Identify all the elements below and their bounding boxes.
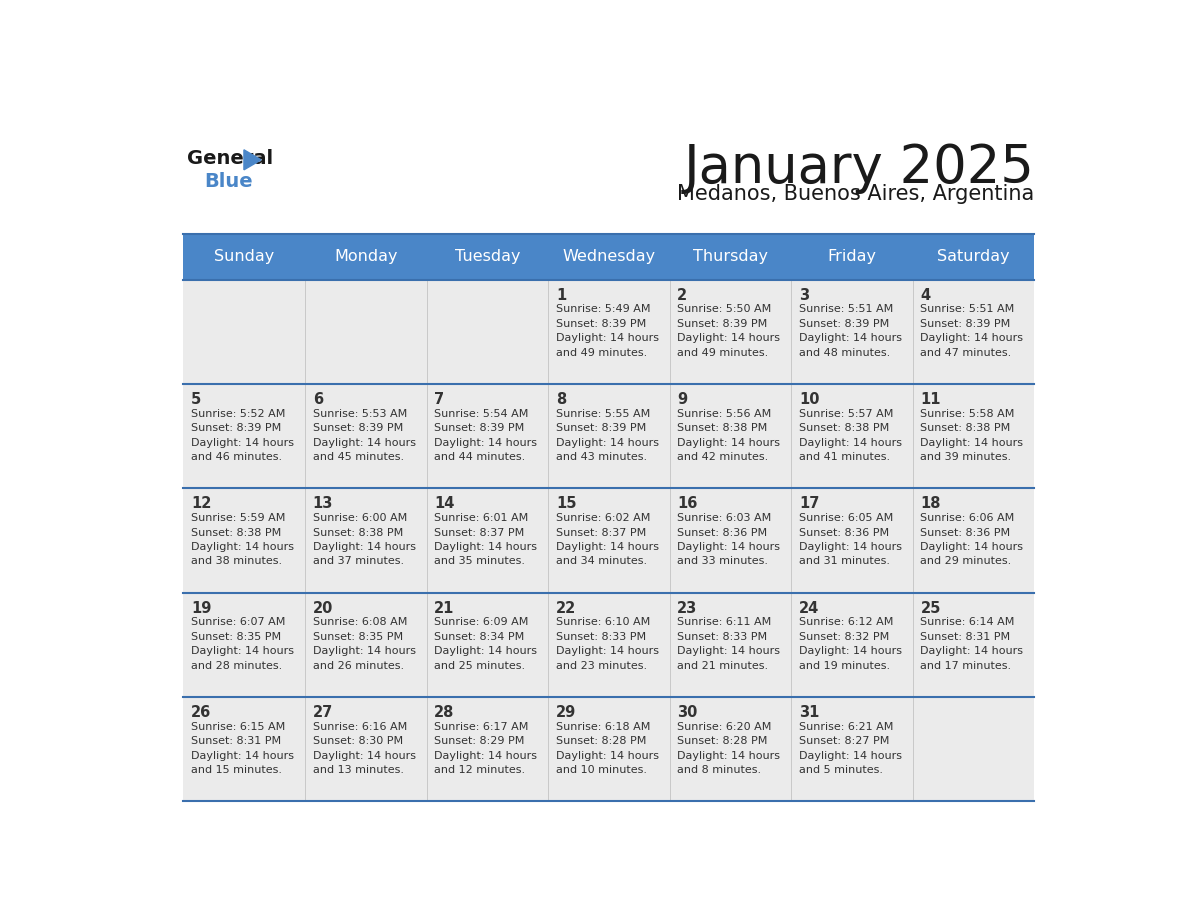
Text: General: General <box>188 149 273 168</box>
Text: 29: 29 <box>556 705 576 720</box>
Text: Sunrise: 5:50 AM
Sunset: 8:39 PM
Daylight: 14 hours
and 49 minutes.: Sunrise: 5:50 AM Sunset: 8:39 PM Dayligh… <box>677 305 781 358</box>
Text: 10: 10 <box>798 392 820 407</box>
Text: Sunrise: 6:14 AM
Sunset: 8:31 PM
Daylight: 14 hours
and 17 minutes.: Sunrise: 6:14 AM Sunset: 8:31 PM Dayligh… <box>921 618 1023 671</box>
Text: 3: 3 <box>798 287 809 303</box>
Text: Blue: Blue <box>204 173 253 191</box>
Text: Medanos, Buenos Aires, Argentina: Medanos, Buenos Aires, Argentina <box>677 185 1035 205</box>
Text: Sunday: Sunday <box>214 250 274 264</box>
Text: Thursday: Thursday <box>693 250 767 264</box>
Text: 6: 6 <box>312 392 323 407</box>
Text: 24: 24 <box>798 600 820 615</box>
Text: Sunrise: 5:56 AM
Sunset: 8:38 PM
Daylight: 14 hours
and 42 minutes.: Sunrise: 5:56 AM Sunset: 8:38 PM Dayligh… <box>677 409 781 462</box>
Text: Sunrise: 5:54 AM
Sunset: 8:39 PM
Daylight: 14 hours
and 44 minutes.: Sunrise: 5:54 AM Sunset: 8:39 PM Dayligh… <box>435 409 537 462</box>
Text: 5: 5 <box>191 392 202 407</box>
Text: 26: 26 <box>191 705 211 720</box>
Bar <box>183 384 1035 488</box>
Text: Monday: Monday <box>334 250 398 264</box>
Text: Wednesday: Wednesday <box>562 250 656 264</box>
Text: Sunrise: 6:01 AM
Sunset: 8:37 PM
Daylight: 14 hours
and 35 minutes.: Sunrise: 6:01 AM Sunset: 8:37 PM Dayligh… <box>435 513 537 566</box>
Text: Sunrise: 6:15 AM
Sunset: 8:31 PM
Daylight: 14 hours
and 15 minutes.: Sunrise: 6:15 AM Sunset: 8:31 PM Dayligh… <box>191 722 295 775</box>
Text: Sunrise: 6:16 AM
Sunset: 8:30 PM
Daylight: 14 hours
and 13 minutes.: Sunrise: 6:16 AM Sunset: 8:30 PM Dayligh… <box>312 722 416 775</box>
Text: 19: 19 <box>191 600 211 615</box>
Text: January 2025: January 2025 <box>683 142 1035 194</box>
Text: Sunrise: 6:07 AM
Sunset: 8:35 PM
Daylight: 14 hours
and 28 minutes.: Sunrise: 6:07 AM Sunset: 8:35 PM Dayligh… <box>191 618 295 671</box>
Text: 17: 17 <box>798 496 820 511</box>
Bar <box>183 280 1035 384</box>
Text: 11: 11 <box>921 392 941 407</box>
Bar <box>183 697 1035 801</box>
Text: Sunrise: 5:49 AM
Sunset: 8:39 PM
Daylight: 14 hours
and 49 minutes.: Sunrise: 5:49 AM Sunset: 8:39 PM Dayligh… <box>556 305 659 358</box>
Text: 22: 22 <box>556 600 576 615</box>
Text: 30: 30 <box>677 705 697 720</box>
Text: 16: 16 <box>677 496 697 511</box>
Text: Sunrise: 6:10 AM
Sunset: 8:33 PM
Daylight: 14 hours
and 23 minutes.: Sunrise: 6:10 AM Sunset: 8:33 PM Dayligh… <box>556 618 659 671</box>
Text: Sunrise: 5:51 AM
Sunset: 8:39 PM
Daylight: 14 hours
and 47 minutes.: Sunrise: 5:51 AM Sunset: 8:39 PM Dayligh… <box>921 305 1023 358</box>
Text: Sunrise: 6:17 AM
Sunset: 8:29 PM
Daylight: 14 hours
and 12 minutes.: Sunrise: 6:17 AM Sunset: 8:29 PM Dayligh… <box>435 722 537 775</box>
Text: 9: 9 <box>677 392 688 407</box>
Bar <box>183 593 1035 697</box>
Text: 27: 27 <box>312 705 333 720</box>
Text: Sunrise: 6:18 AM
Sunset: 8:28 PM
Daylight: 14 hours
and 10 minutes.: Sunrise: 6:18 AM Sunset: 8:28 PM Dayligh… <box>556 722 659 775</box>
Text: 31: 31 <box>798 705 820 720</box>
Text: Saturday: Saturday <box>937 250 1010 264</box>
Text: 28: 28 <box>435 705 455 720</box>
Text: 15: 15 <box>556 496 576 511</box>
Text: Sunrise: 5:59 AM
Sunset: 8:38 PM
Daylight: 14 hours
and 38 minutes.: Sunrise: 5:59 AM Sunset: 8:38 PM Dayligh… <box>191 513 295 566</box>
Text: Tuesday: Tuesday <box>455 250 520 264</box>
Bar <box>183 488 1035 593</box>
Text: 2: 2 <box>677 287 688 303</box>
Text: 13: 13 <box>312 496 333 511</box>
Text: 4: 4 <box>921 287 930 303</box>
Bar <box>183 234 1035 280</box>
Text: 14: 14 <box>435 496 455 511</box>
Text: Sunrise: 6:02 AM
Sunset: 8:37 PM
Daylight: 14 hours
and 34 minutes.: Sunrise: 6:02 AM Sunset: 8:37 PM Dayligh… <box>556 513 659 566</box>
Text: Sunrise: 6:03 AM
Sunset: 8:36 PM
Daylight: 14 hours
and 33 minutes.: Sunrise: 6:03 AM Sunset: 8:36 PM Dayligh… <box>677 513 781 566</box>
Text: Sunrise: 6:11 AM
Sunset: 8:33 PM
Daylight: 14 hours
and 21 minutes.: Sunrise: 6:11 AM Sunset: 8:33 PM Dayligh… <box>677 618 781 671</box>
Text: Sunrise: 5:52 AM
Sunset: 8:39 PM
Daylight: 14 hours
and 46 minutes.: Sunrise: 5:52 AM Sunset: 8:39 PM Dayligh… <box>191 409 295 462</box>
Text: Sunrise: 6:05 AM
Sunset: 8:36 PM
Daylight: 14 hours
and 31 minutes.: Sunrise: 6:05 AM Sunset: 8:36 PM Dayligh… <box>798 513 902 566</box>
Text: Sunrise: 5:58 AM
Sunset: 8:38 PM
Daylight: 14 hours
and 39 minutes.: Sunrise: 5:58 AM Sunset: 8:38 PM Dayligh… <box>921 409 1023 462</box>
Text: 7: 7 <box>435 392 444 407</box>
Text: Sunrise: 5:55 AM
Sunset: 8:39 PM
Daylight: 14 hours
and 43 minutes.: Sunrise: 5:55 AM Sunset: 8:39 PM Dayligh… <box>556 409 659 462</box>
Text: 20: 20 <box>312 600 333 615</box>
Text: 25: 25 <box>921 600 941 615</box>
Text: 18: 18 <box>921 496 941 511</box>
Text: 21: 21 <box>435 600 455 615</box>
Text: Sunrise: 5:51 AM
Sunset: 8:39 PM
Daylight: 14 hours
and 48 minutes.: Sunrise: 5:51 AM Sunset: 8:39 PM Dayligh… <box>798 305 902 358</box>
Polygon shape <box>244 150 261 170</box>
Text: 1: 1 <box>556 287 567 303</box>
Text: Sunrise: 6:20 AM
Sunset: 8:28 PM
Daylight: 14 hours
and 8 minutes.: Sunrise: 6:20 AM Sunset: 8:28 PM Dayligh… <box>677 722 781 775</box>
Text: 12: 12 <box>191 496 211 511</box>
Text: Sunrise: 6:21 AM
Sunset: 8:27 PM
Daylight: 14 hours
and 5 minutes.: Sunrise: 6:21 AM Sunset: 8:27 PM Dayligh… <box>798 722 902 775</box>
Text: Sunrise: 6:09 AM
Sunset: 8:34 PM
Daylight: 14 hours
and 25 minutes.: Sunrise: 6:09 AM Sunset: 8:34 PM Dayligh… <box>435 618 537 671</box>
Text: Sunrise: 5:53 AM
Sunset: 8:39 PM
Daylight: 14 hours
and 45 minutes.: Sunrise: 5:53 AM Sunset: 8:39 PM Dayligh… <box>312 409 416 462</box>
Text: 8: 8 <box>556 392 567 407</box>
Text: Sunrise: 6:08 AM
Sunset: 8:35 PM
Daylight: 14 hours
and 26 minutes.: Sunrise: 6:08 AM Sunset: 8:35 PM Dayligh… <box>312 618 416 671</box>
Text: Sunrise: 6:06 AM
Sunset: 8:36 PM
Daylight: 14 hours
and 29 minutes.: Sunrise: 6:06 AM Sunset: 8:36 PM Dayligh… <box>921 513 1023 566</box>
Text: Friday: Friday <box>827 250 877 264</box>
Text: 23: 23 <box>677 600 697 615</box>
Text: Sunrise: 5:57 AM
Sunset: 8:38 PM
Daylight: 14 hours
and 41 minutes.: Sunrise: 5:57 AM Sunset: 8:38 PM Dayligh… <box>798 409 902 462</box>
Text: Sunrise: 6:12 AM
Sunset: 8:32 PM
Daylight: 14 hours
and 19 minutes.: Sunrise: 6:12 AM Sunset: 8:32 PM Dayligh… <box>798 618 902 671</box>
Text: Sunrise: 6:00 AM
Sunset: 8:38 PM
Daylight: 14 hours
and 37 minutes.: Sunrise: 6:00 AM Sunset: 8:38 PM Dayligh… <box>312 513 416 566</box>
